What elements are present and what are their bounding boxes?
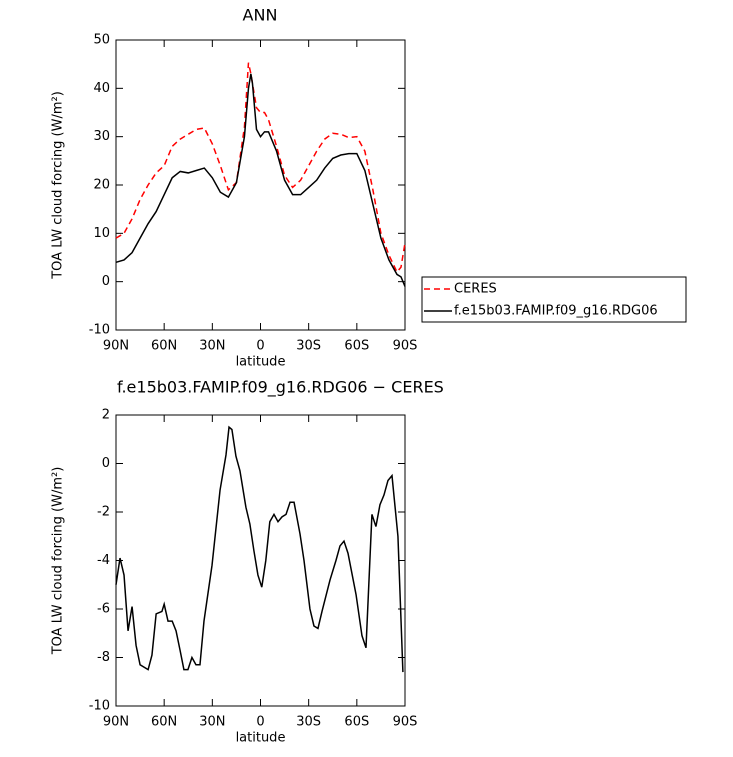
x-tick-label: 90N bbox=[103, 339, 129, 354]
y-tick-label: -10 bbox=[89, 699, 110, 714]
y-tick-label: 2 bbox=[102, 408, 110, 423]
y-tick-label: 20 bbox=[93, 178, 110, 193]
y-tick-label: -10 bbox=[89, 323, 110, 338]
y-tick-label: -6 bbox=[97, 602, 110, 617]
y-tick-label: -4 bbox=[97, 553, 110, 568]
y-tick-label: 30 bbox=[93, 129, 110, 144]
x-tick-label: 90S bbox=[393, 715, 418, 730]
y-tick-label: 0 bbox=[102, 456, 110, 471]
chart-title: ANN bbox=[243, 6, 278, 25]
series-line bbox=[115, 425, 404, 673]
chart-title: f.e15b03.FAMIP.f09_g16.RDG06 − CERES bbox=[117, 378, 444, 398]
x-tick-label: 90S bbox=[393, 339, 418, 354]
legend-box bbox=[421, 276, 687, 323]
y-tick-label: 10 bbox=[93, 226, 110, 241]
x-axis-label: latitude bbox=[236, 731, 286, 746]
y-tick-label: 40 bbox=[93, 81, 110, 96]
x-tick-label: 90N bbox=[103, 715, 129, 730]
plot-frame bbox=[115, 39, 406, 331]
x-tick-label: 60S bbox=[344, 339, 369, 354]
x-tick-label: 60N bbox=[151, 715, 177, 730]
x-tick-label: 30S bbox=[296, 339, 321, 354]
y-tick-label: 0 bbox=[102, 274, 110, 289]
legend-label: CERES bbox=[454, 282, 497, 297]
x-tick-label: 30N bbox=[199, 715, 225, 730]
y-axis-label: TOA LW cloud forcing (W/m²) bbox=[51, 467, 66, 656]
series-line bbox=[115, 73, 406, 287]
x-tick-label: 30N bbox=[199, 339, 225, 354]
series-line bbox=[115, 62, 406, 274]
x-tick-label: 60N bbox=[151, 339, 177, 354]
y-tick-label: -2 bbox=[97, 505, 110, 520]
plot-frame bbox=[115, 414, 406, 707]
legend-label: f.e15b03.FAMIP.f09_g16.RDG06 bbox=[454, 304, 658, 319]
y-axis-label: TOA LW cloud forcing (W/m²) bbox=[51, 91, 66, 280]
x-tick-label: 0 bbox=[256, 715, 264, 730]
y-tick-label: 50 bbox=[93, 33, 110, 48]
x-tick-label: 30S bbox=[296, 715, 321, 730]
x-axis-label: latitude bbox=[236, 355, 286, 370]
y-tick-label: -8 bbox=[97, 650, 110, 665]
x-tick-label: 60S bbox=[344, 715, 369, 730]
x-tick-label: 0 bbox=[256, 339, 264, 354]
